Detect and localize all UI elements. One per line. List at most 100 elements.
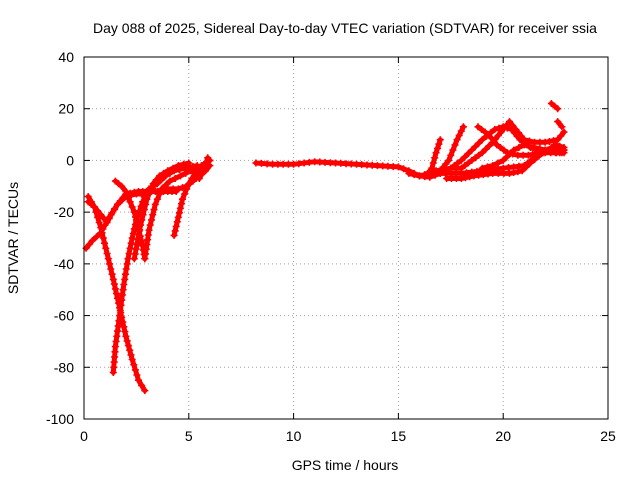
data-point [149, 211, 157, 219]
data-point [173, 218, 181, 226]
data-point [466, 173, 474, 181]
data-point [453, 136, 461, 144]
data-point [146, 221, 154, 229]
data-point [128, 356, 136, 363]
data-point [152, 176, 160, 184]
data-point [113, 290, 120, 298]
data-point [130, 255, 138, 263]
data-point [447, 151, 455, 159]
y-tick-label: -60 [54, 308, 74, 324]
data-point [558, 123, 566, 131]
data-point [130, 361, 138, 369]
data-point [145, 226, 153, 234]
data-point [99, 234, 107, 242]
data-point [529, 150, 536, 158]
data-point [103, 217, 111, 225]
data-point [180, 160, 188, 168]
plot-frame [83, 56, 609, 420]
data-point [150, 206, 158, 214]
data-point [139, 211, 147, 219]
data-point [108, 209, 116, 217]
data-point [509, 122, 517, 129]
data-point [170, 231, 178, 239]
data-point [461, 153, 469, 161]
data-point [131, 250, 139, 258]
data-point [129, 230, 137, 237]
data-point [560, 128, 568, 136]
data-point [153, 188, 161, 195]
data-point [151, 200, 159, 208]
data-point [410, 171, 418, 179]
data-point [124, 255, 132, 263]
data-point [471, 143, 479, 151]
data-point [123, 337, 131, 345]
data-point [526, 159, 534, 167]
data-point [506, 169, 513, 177]
data-point [133, 240, 141, 248]
data-point [191, 169, 199, 177]
data-point [126, 244, 134, 252]
data-point [133, 371, 141, 379]
data-point [554, 118, 562, 126]
data-point [110, 280, 118, 288]
data-point [111, 285, 119, 293]
data-point [140, 206, 148, 214]
y-tick-label: 20 [58, 101, 74, 117]
data-point [94, 213, 102, 221]
data-series [82, 100, 568, 395]
data-point [459, 123, 467, 131]
data-point [174, 213, 182, 221]
data-point [108, 270, 116, 278]
data-point [103, 250, 111, 257]
data-point [121, 328, 129, 335]
data-point [142, 200, 150, 208]
data-point [124, 193, 132, 201]
data-point [432, 167, 440, 175]
data-point [478, 136, 486, 144]
data-point [445, 156, 453, 164]
data-point [524, 151, 532, 159]
data-point [122, 188, 130, 195]
data-point [122, 332, 130, 340]
data-point [200, 167, 207, 175]
data-point [171, 227, 179, 235]
data-point [415, 172, 423, 180]
data-point [172, 222, 180, 230]
data-point [503, 149, 511, 157]
data-point [451, 141, 459, 149]
data-point [436, 136, 444, 144]
data-point [134, 236, 142, 243]
data-point [203, 158, 211, 166]
data-point [204, 154, 212, 162]
data-point [394, 163, 402, 171]
data-point [541, 148, 549, 156]
data-series-trace [141, 156, 214, 263]
grid [84, 57, 608, 419]
data-point [468, 146, 476, 154]
data-point [135, 376, 142, 384]
data-point [111, 205, 119, 213]
data-point [128, 234, 136, 242]
data-point [120, 323, 128, 331]
data-point [107, 265, 115, 273]
data-point [537, 149, 545, 157]
data-point [434, 144, 441, 152]
data-point [426, 169, 434, 177]
data-point [554, 136, 562, 144]
data-point [431, 154, 439, 162]
data-point [145, 190, 153, 198]
data-point [552, 141, 560, 149]
y-tick-label: 40 [58, 49, 74, 65]
data-point [435, 140, 443, 148]
data-point [494, 159, 502, 167]
data-point [179, 195, 186, 203]
data-point [156, 172, 163, 180]
data-point [520, 141, 528, 149]
data-point [449, 146, 457, 154]
data-point [429, 159, 437, 167]
data-point [159, 186, 167, 194]
data-series-trace [474, 123, 568, 159]
data-point [98, 229, 106, 237]
data-point [101, 239, 108, 247]
data-point [132, 245, 140, 253]
